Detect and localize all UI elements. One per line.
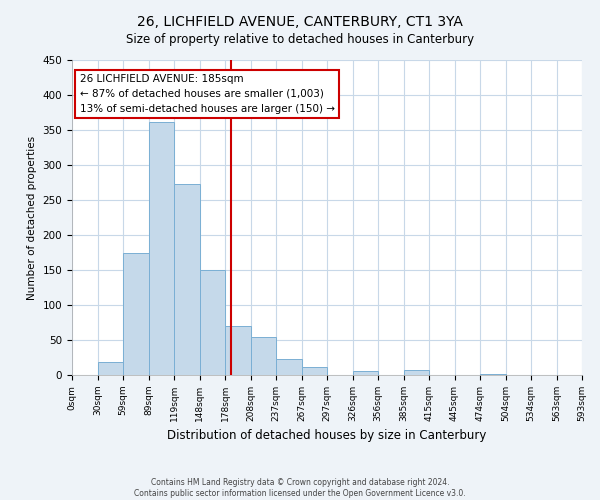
X-axis label: Distribution of detached houses by size in Canterbury: Distribution of detached houses by size … [167, 430, 487, 442]
Bar [276, 359, 302, 375]
Text: Size of property relative to detached houses in Canterbury: Size of property relative to detached ho… [126, 32, 474, 46]
Bar [480, 374, 505, 375]
Bar [302, 366, 327, 375]
Bar [97, 362, 123, 375]
Text: Contains HM Land Registry data © Crown copyright and database right 2024.
Contai: Contains HM Land Registry data © Crown c… [134, 478, 466, 498]
Bar [225, 326, 251, 375]
Bar [404, 370, 429, 375]
Text: 26 LICHFIELD AVENUE: 185sqm
← 87% of detached houses are smaller (1,003)
13% of : 26 LICHFIELD AVENUE: 185sqm ← 87% of det… [80, 74, 335, 114]
Bar [251, 337, 276, 375]
Text: 26, LICHFIELD AVENUE, CANTERBURY, CT1 3YA: 26, LICHFIELD AVENUE, CANTERBURY, CT1 3Y… [137, 15, 463, 29]
Y-axis label: Number of detached properties: Number of detached properties [27, 136, 37, 300]
Bar [149, 122, 174, 375]
Bar [123, 252, 149, 375]
Bar [174, 184, 199, 375]
Bar [199, 270, 225, 375]
Bar [353, 371, 378, 375]
